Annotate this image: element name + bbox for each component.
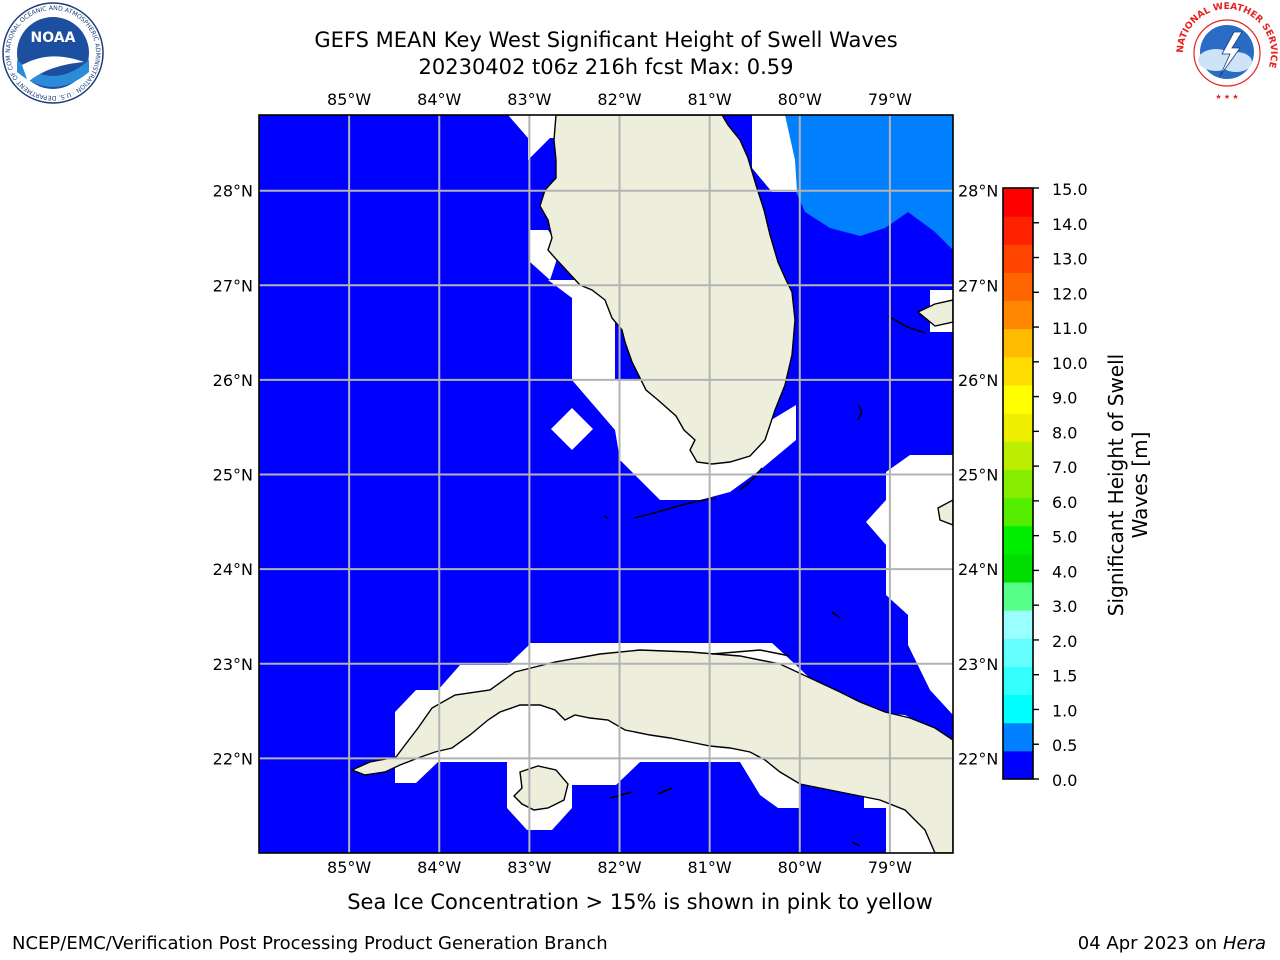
latitude-label: 27°N [213, 276, 253, 295]
colorbar-segment [1003, 497, 1033, 527]
longitude-label: 82°W [597, 858, 641, 877]
colorbar-title: Significant Height of Swell Waves [m] [1104, 353, 1152, 617]
colorbar-tick-label: 1.5 [1052, 667, 1077, 686]
noaa-wordmark: NOAA [31, 30, 76, 46]
colorbar-frame [1002, 187, 1034, 780]
colorbar-segment [1003, 610, 1033, 639]
colorbar-tick-labels: 0.0 0.5 1.0 1.5 2.0 3.0 4.0 5.0 6.0 7.0 8.0 9.0 10.0… [1033, 180, 1088, 790]
latitude-label: 28°N [213, 182, 253, 201]
map-frame [258, 114, 954, 854]
svg-text:★ ★ ★: ★ ★ ★ [1215, 93, 1238, 101]
longitude-label: 80°W [778, 858, 822, 877]
colorbar-tick-label: 0.0 [1052, 771, 1077, 790]
longitude-label: 85°W [327, 858, 371, 877]
longitude-label: 80°W [778, 90, 822, 109]
bahamas-grand-bahama [916, 299, 953, 327]
florida-keys [603, 315, 926, 847]
colorbar-tick-label: 5.0 [1052, 528, 1077, 547]
colorbar-segment [1003, 300, 1033, 330]
colorbar-tick-label: 9.0 [1052, 389, 1077, 408]
latitude-label: 26°N [958, 371, 998, 390]
issue-date-text: 04 Apr 2023 on [1077, 933, 1223, 954]
latitude-label: 26°N [213, 371, 253, 390]
colorbar-tick-label: 4.0 [1052, 562, 1077, 581]
colorbar-segment [1003, 272, 1033, 302]
colorbar-segment [1003, 750, 1033, 780]
colorbar-segment [1003, 216, 1033, 245]
colorbar-segment [1003, 469, 1033, 499]
colorbar-tick-label: 7.0 [1052, 458, 1077, 477]
colorbar-segment [1003, 694, 1033, 724]
latitude-label: 28°N [958, 182, 998, 201]
colorbar-segment [1003, 638, 1033, 667]
longitude-label: 85°W [327, 90, 371, 109]
latitude-label: 23°N [213, 655, 253, 674]
colorbar-segment [1003, 385, 1033, 414]
colorbar-segment [1003, 188, 1033, 217]
longitude-label: 84°W [417, 90, 461, 109]
latitude-label: 24°N [213, 560, 253, 579]
latitude-label: 25°N [213, 466, 253, 485]
latitude-label: 22°N [213, 749, 253, 768]
noaa-logo: NATIONAL OCEANIC AND ATMOSPHERIC ADMINIS… [2, 2, 104, 104]
landmass [350, 115, 953, 853]
colorbar-segment [1003, 582, 1033, 611]
longitude-label: 84°W [417, 858, 461, 877]
longitude-label: 79°W [868, 90, 912, 109]
colorbar-tick-label: 15.0 [1052, 180, 1088, 199]
latitude-label: 27°N [958, 276, 998, 295]
longitude-label: 83°W [507, 858, 551, 877]
graticule [259, 115, 953, 853]
colorbar-segment [1003, 722, 1033, 752]
chart-subtitle: 20230402 t06z 216h fcst Max: 0.59 [418, 55, 794, 79]
colorbar [1003, 188, 1033, 780]
colorbar-tick-label: 6.0 [1052, 493, 1077, 512]
latitude-label: 24°N [958, 560, 998, 579]
colorbar-segment [1003, 328, 1033, 358]
colorbar-tick-label: 3.0 [1052, 597, 1077, 616]
colorbar-segment [1003, 356, 1033, 386]
colorbar-tick-label: 14.0 [1052, 215, 1088, 234]
producer-credit: NCEP/EMC/Verification Post Processing Pr… [12, 933, 608, 954]
longitude-label: 82°W [597, 90, 641, 109]
colorbar-tick-label: 12.0 [1052, 284, 1088, 303]
latitude-label: 25°N [958, 466, 998, 485]
longitude-labels-bottom: 85°W 84°W 83°W 82°W 81°W 80°W 79°W [327, 858, 912, 877]
colorbar-segment [1003, 553, 1033, 583]
longitude-labels-top: 85°W 84°W 83°W 82°W 81°W 80°W 79°W [327, 90, 912, 109]
cuba [350, 649, 953, 853]
sea-ice-caption: Sea Ice Concentration > 15% is shown in … [347, 890, 933, 914]
chart-title: GEFS MEAN Key West Significant Height of… [314, 28, 898, 52]
latitude-label: 23°N [958, 655, 998, 674]
colorbar-segment [1003, 413, 1033, 442]
longitude-label: 81°W [688, 90, 732, 109]
issue-date: 04 Apr 2023 on Hera [1078, 933, 1266, 954]
colorbar-tick-label: 0.5 [1052, 736, 1077, 755]
longitude-label: 83°W [507, 90, 551, 109]
isle-of-youth [513, 765, 569, 811]
florida-peninsula [539, 115, 796, 465]
longitude-label: 81°W [688, 858, 732, 877]
nws-logo: NATIONAL WEATHER SERVICE ★ ★ ★ [1176, 2, 1278, 103]
colorbar-segment [1003, 666, 1033, 696]
longitude-label: 79°W [868, 858, 912, 877]
swell-0.5-1.0m-area [780, 115, 953, 250]
colorbar-tick-label: 13.0 [1052, 250, 1088, 269]
colorbar-tick-label: 10.0 [1052, 354, 1088, 373]
colorbar-tick-label: 1.0 [1052, 701, 1077, 720]
colorbar-tick-label: 8.0 [1052, 423, 1077, 442]
host-name: Hera [1222, 933, 1266, 954]
latitude-labels-left: 28°N 27°N 26°N 25°N 24°N 23°N 22°N [213, 182, 253, 769]
colorbar-segment [1003, 244, 1033, 273]
latitude-labels-right: 28°N 27°N 26°N 25°N 24°N 23°N 22°N [958, 182, 998, 769]
latitude-label: 22°N [958, 749, 998, 768]
bahamas-andros [937, 499, 953, 526]
colorbar-tick-label: 11.0 [1052, 319, 1088, 338]
colorbar-segment [1003, 525, 1033, 555]
colorbar-segment [1003, 441, 1033, 470]
colorbar-tick-label: 2.0 [1052, 632, 1077, 651]
